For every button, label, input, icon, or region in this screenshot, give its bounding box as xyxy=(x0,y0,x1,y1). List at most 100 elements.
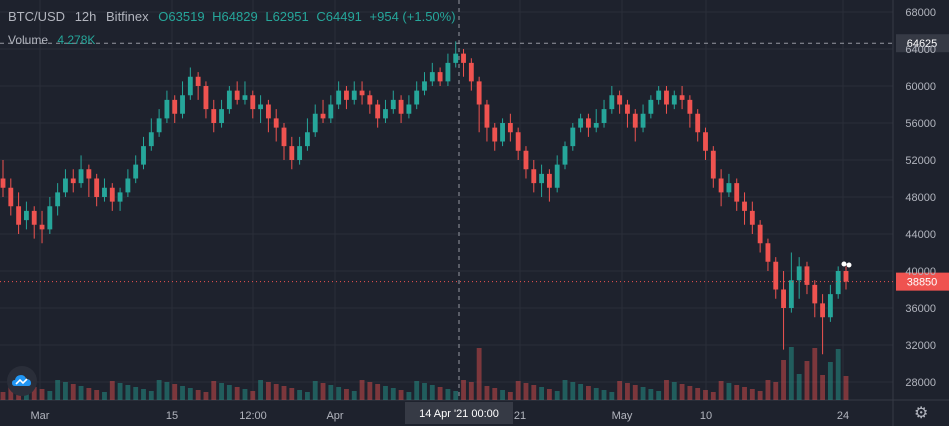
candle-body xyxy=(687,99,693,114)
candle-body xyxy=(484,104,490,128)
event-marker xyxy=(841,261,847,267)
volume-bar xyxy=(109,381,115,400)
candle-body xyxy=(788,280,794,308)
volume-bar xyxy=(320,383,326,400)
candle-body xyxy=(461,53,466,63)
y-tick-label: 44000 xyxy=(905,229,936,241)
crosshair-price-tag xyxy=(896,34,949,53)
candle-body xyxy=(172,99,178,114)
candle-body xyxy=(109,187,115,202)
volume-bar xyxy=(383,386,388,400)
volume-bar xyxy=(749,389,755,400)
volume-bar xyxy=(554,391,560,400)
x-tick-label: Mar xyxy=(31,410,50,422)
candle-body xyxy=(344,90,349,100)
candle-body xyxy=(406,104,412,114)
candle-body xyxy=(429,72,435,82)
candle-body xyxy=(16,206,22,225)
candle-body xyxy=(570,127,576,147)
candle-body xyxy=(523,150,529,170)
interval-label[interactable]: 12h xyxy=(74,9,97,24)
candle-body xyxy=(632,113,638,128)
volume-bar xyxy=(664,380,669,400)
volume-bar xyxy=(710,392,716,400)
tradingview-cloud-icon[interactable] xyxy=(7,366,37,396)
volume-bar xyxy=(539,387,545,400)
volume-bar xyxy=(671,382,677,400)
volume-bar xyxy=(695,388,701,400)
candle-body xyxy=(734,183,740,202)
candle-body xyxy=(765,243,771,262)
volume-bar xyxy=(226,385,232,400)
volume-bar xyxy=(578,384,584,400)
volume-bar xyxy=(476,348,482,400)
symbol-legend: BTC/USD 12h Bitfinex O63519 H64829 L6295… xyxy=(8,9,456,24)
candle-body xyxy=(320,113,326,119)
candle-body xyxy=(234,90,240,100)
candle-body xyxy=(562,146,568,165)
volume-bar xyxy=(211,381,217,400)
candle-body xyxy=(585,118,591,128)
exchange-label: Bitfinex xyxy=(106,9,149,24)
volume-bar xyxy=(703,390,708,400)
candle-body xyxy=(757,224,763,244)
volume-bar xyxy=(406,392,412,400)
crosshair-time-label: 14 Apr '21 00:00 xyxy=(419,408,499,420)
candle-body xyxy=(492,127,498,142)
volume-bar xyxy=(219,383,224,400)
volume-bar xyxy=(281,386,287,400)
candle-body xyxy=(820,303,826,318)
candle-body xyxy=(390,99,396,110)
candle-body xyxy=(0,178,6,188)
volume-bar xyxy=(570,382,576,400)
volume-bar xyxy=(47,391,53,400)
candle-body xyxy=(804,266,810,285)
crosshair-time-tag xyxy=(405,402,513,424)
candle-body xyxy=(8,187,14,207)
candle-body xyxy=(773,261,779,290)
candle-body xyxy=(671,95,677,105)
candle-body xyxy=(250,95,256,110)
volume-bar xyxy=(328,385,334,400)
volume-bar xyxy=(812,348,818,400)
volume-bar xyxy=(781,360,786,400)
volume-bar xyxy=(172,384,178,400)
candle-body xyxy=(710,150,716,179)
low-value: L62951 xyxy=(265,9,309,24)
candle-body xyxy=(843,271,849,282)
volume-bar xyxy=(835,349,841,400)
candle-body xyxy=(102,187,107,197)
candle-body xyxy=(640,113,646,128)
candle-body xyxy=(742,201,747,211)
gear-icon[interactable]: ⚙ xyxy=(914,405,929,422)
volume-bar xyxy=(289,388,295,400)
volume-bar xyxy=(195,390,201,400)
volume-bar xyxy=(593,388,599,400)
volume-bar xyxy=(640,387,646,400)
volume-bar xyxy=(796,374,802,400)
volume-bar xyxy=(258,380,264,400)
candle-body xyxy=(507,123,513,133)
volume-bar xyxy=(164,382,170,400)
volume-value: 4.278K xyxy=(57,33,96,47)
candle-body xyxy=(749,210,755,225)
volume-bar xyxy=(367,382,373,400)
volume-bar xyxy=(234,387,240,400)
symbol-name[interactable]: BTC/USD xyxy=(8,9,66,24)
volume-bar xyxy=(843,376,849,400)
y-tick-label: 64000 xyxy=(905,44,936,56)
candle-body xyxy=(219,109,224,123)
candle-body xyxy=(437,72,443,82)
volume-bar xyxy=(726,383,732,400)
volume-bar xyxy=(422,383,427,400)
candle-body xyxy=(328,104,334,119)
volume-bar xyxy=(133,387,139,400)
volume-bar xyxy=(492,388,498,400)
candle-body xyxy=(47,206,53,230)
volume-bar xyxy=(648,389,654,400)
volume-label[interactable]: Volume xyxy=(8,33,49,47)
candle-body xyxy=(297,146,303,160)
